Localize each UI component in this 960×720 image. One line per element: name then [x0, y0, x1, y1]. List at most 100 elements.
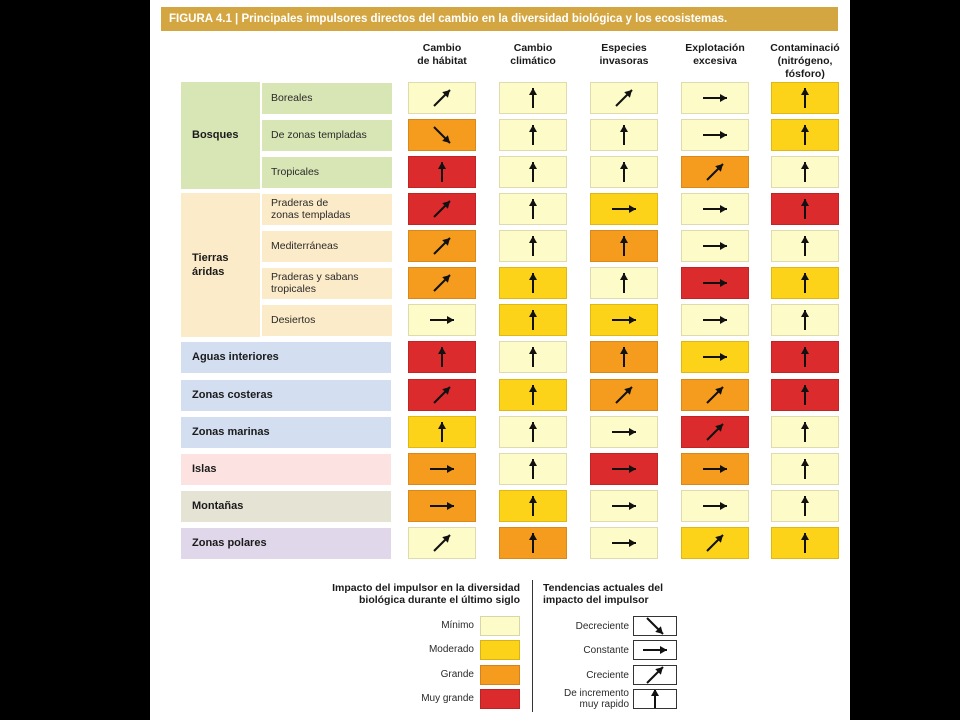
trend-arrow-constante [703, 131, 727, 139]
legend-impact-swatch [480, 616, 520, 636]
trend-arrow-decreciente [646, 617, 664, 635]
trend-arrow-constante [703, 242, 727, 250]
row-label: Zonas costeras [192, 389, 273, 401]
trend-arrow-muy-rapido [438, 347, 446, 367]
impact-cell [590, 527, 658, 559]
impact-cell [499, 193, 567, 225]
impact-cell [771, 379, 839, 411]
trend-arrow-muy-rapido [529, 88, 537, 108]
subrow-label: Boreales [271, 92, 313, 104]
impact-cell [771, 453, 839, 485]
impact-cell [771, 119, 839, 151]
trend-arrow-muy-rapido [801, 347, 809, 367]
trend-arrow-creciente [433, 237, 451, 255]
row-label: Zonas polares [192, 537, 267, 549]
trend-arrow-muy-rapido [620, 273, 628, 293]
legend-impact-label: Moderado [428, 644, 474, 655]
impact-cell [681, 527, 749, 559]
row-strip [181, 416, 391, 448]
legend-trend-box [633, 616, 677, 636]
impact-cell [681, 341, 749, 373]
impact-cell [771, 490, 839, 522]
subrow-label: Tropicales [271, 166, 320, 178]
trend-arrow-muy-rapido [801, 385, 809, 405]
trend-arrow-muy-rapido [620, 347, 628, 367]
impact-cell [408, 304, 476, 336]
impact-cell [499, 490, 567, 522]
subrow-label: Mediterráneas [271, 240, 339, 252]
subrow-strip [262, 304, 392, 336]
legend-impact-swatch [480, 640, 520, 660]
impact-cell [499, 453, 567, 485]
impact-cell [681, 82, 749, 114]
trend-arrow-constante [430, 316, 454, 324]
trend-arrow-muy-rapido [620, 236, 628, 256]
subrow-label: Praderas de zonas templadas [271, 197, 351, 221]
trend-arrow-creciente [646, 666, 664, 684]
trend-arrow-constante [703, 205, 727, 213]
impact-cell [681, 379, 749, 411]
trend-arrow-constante [430, 502, 454, 510]
trend-arrow-muy-rapido [529, 125, 537, 145]
trend-arrow-muy-rapido [529, 533, 537, 553]
impact-cell [681, 230, 749, 262]
trend-arrow-creciente [433, 386, 451, 404]
row-strip [181, 341, 391, 373]
impact-cell [408, 156, 476, 188]
column-header: Cambio climático [510, 42, 556, 67]
subrow-strip [262, 230, 392, 262]
impact-cell [590, 453, 658, 485]
subrow-strip [262, 267, 392, 299]
trend-arrow-constante [703, 94, 727, 102]
trend-arrow-muy-rapido [529, 347, 537, 367]
trend-arrow-creciente [615, 386, 633, 404]
trend-arrow-muy-rapido [438, 422, 446, 442]
trend-arrow-creciente [433, 274, 451, 292]
impact-cell [499, 341, 567, 373]
trend-arrow-muy-rapido [801, 88, 809, 108]
subrow-strip [262, 119, 392, 151]
impact-cell [499, 379, 567, 411]
impact-cell [681, 304, 749, 336]
impact-cell [771, 156, 839, 188]
trend-arrow-constante [612, 205, 636, 213]
subrow-strip [262, 193, 392, 225]
impact-cell [408, 267, 476, 299]
trend-arrow-creciente [433, 534, 451, 552]
impact-cell [408, 453, 476, 485]
impact-cell [499, 156, 567, 188]
legend-trend-box [633, 665, 677, 685]
trend-arrow-muy-rapido [801, 125, 809, 145]
impact-cell [408, 119, 476, 151]
impact-cell [590, 193, 658, 225]
trend-arrow-constante [612, 465, 636, 473]
trend-arrow-muy-rapido [801, 273, 809, 293]
subrow-label: Praderas y sabans tropicales [271, 271, 359, 295]
impact-cell [681, 267, 749, 299]
legend-impact-label: Grande [440, 669, 474, 680]
trend-arrow-constante [430, 465, 454, 473]
trend-arrow-creciente [615, 89, 633, 107]
impact-cell [681, 156, 749, 188]
trend-arrow-creciente [706, 386, 724, 404]
trend-arrow-muy-rapido [801, 422, 809, 442]
trend-arrow-muy-rapido [529, 459, 537, 479]
legend-impact-label: Mínimo [441, 620, 474, 631]
legend-trend-title: Tendencias actuales del impacto del impu… [543, 582, 664, 606]
group-label: Bosques [192, 129, 239, 141]
trend-arrow-muy-rapido [529, 422, 537, 442]
impact-cell [590, 379, 658, 411]
trend-arrow-constante [612, 428, 636, 436]
impact-cell [681, 193, 749, 225]
impact-cell [499, 304, 567, 336]
impact-cell [499, 82, 567, 114]
row-label: Zonas marinas [192, 426, 270, 438]
legend-impact-swatch [480, 689, 520, 709]
trend-arrow-constante [703, 316, 727, 324]
trend-arrow-muy-rapido [801, 310, 809, 330]
subrow-strip [262, 82, 392, 114]
row-strip [181, 453, 391, 485]
trend-arrow-muy-rapido [438, 162, 446, 182]
trend-arrow-constante [703, 353, 727, 361]
trend-arrow-constante [703, 279, 727, 287]
